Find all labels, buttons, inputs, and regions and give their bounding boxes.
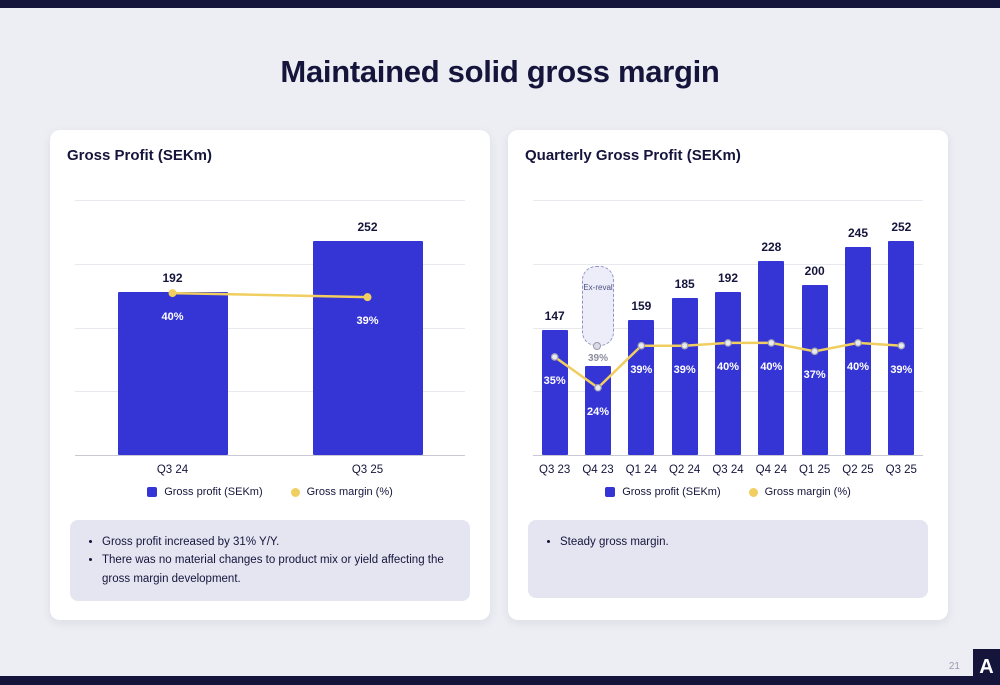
margin-label: 40%	[760, 360, 783, 373]
bar-value-label: 252	[891, 219, 912, 234]
gridline	[533, 200, 923, 201]
margin-label: 37%	[803, 369, 826, 382]
note-item: There was no material changes to product…	[102, 551, 454, 588]
chart-legend: Gross profit (SEKm) Gross margin (%)	[508, 486, 948, 498]
panel-title: Quarterly Gross Profit (SEKm)	[525, 147, 741, 164]
bar-value-label: 228	[761, 240, 782, 255]
bar-value-label: 192	[717, 270, 739, 285]
x-axis-label: Q2 25	[842, 463, 874, 476]
bar-q3-25	[312, 240, 423, 455]
bar-value-label: 200	[804, 264, 825, 278]
notes-list: Steady gross margin.	[544, 533, 912, 551]
gridline	[75, 391, 465, 393]
note-item: Steady gross margin.	[560, 533, 912, 551]
bar-value-label: 192	[162, 270, 183, 285]
margin-label: 39%	[890, 363, 913, 376]
chart-plot: 147 159 185 192 228 200 245 252 Ex-reval 39% 35% 24…	[533, 200, 923, 456]
bar-q4-24	[758, 261, 785, 455]
gridline	[533, 263, 923, 265]
bar-value-label: 245	[847, 225, 869, 240]
x-axis-label: Q3 24	[156, 463, 189, 476]
x-axis-label: Q4 23	[582, 463, 614, 476]
ex-reval-value-label: 39%	[587, 352, 608, 364]
margin-label: 40%	[161, 311, 184, 324]
bar-q3-25	[888, 240, 915, 455]
gross-margin-legend-label: Gross margin (%)	[306, 486, 393, 498]
gross-profit-panel: Gross Profit (SEKm) 192 252 40% 39% Q3 24 Q3 …	[50, 130, 490, 620]
bar-q3-23	[541, 330, 568, 455]
top-accent-bar	[0, 0, 1000, 8]
panel-title: Gross Profit (SEKm)	[67, 147, 213, 164]
x-axis-line	[75, 455, 465, 456]
gridline	[75, 200, 465, 201]
gross-margin-legend-label: Gross margin (%)	[764, 486, 851, 498]
bottom-accent-bar	[0, 676, 1000, 685]
gross-margin-legend-swatch	[748, 487, 758, 497]
ex-reval-annotation-box: Ex-reval	[582, 265, 614, 346]
margin-label: 24%	[586, 405, 610, 418]
page-number: 21	[948, 661, 960, 672]
chart-plot: 192 252 40% 39%	[75, 200, 465, 456]
x-axis-label: Q4 24	[755, 463, 787, 476]
notes-box: Gross profit increased by 31% Y/Y. There…	[70, 520, 470, 602]
bar-q1-24	[628, 319, 655, 455]
x-axis-label: Q3 24	[712, 463, 744, 476]
x-axis-label: Q1 24	[625, 463, 657, 476]
gridline	[75, 327, 465, 329]
gross-profit-legend-swatch	[605, 487, 616, 497]
gross-profit-chart: 192 252 40% 39% Q3 24 Q3 25	[75, 200, 465, 484]
bar-value-label: 159	[631, 298, 652, 313]
gridline	[75, 263, 465, 265]
gross-margin-legend-swatch	[290, 487, 300, 497]
chart-legend: Gross profit (SEKm) Gross margin (%)	[50, 486, 490, 498]
margin-label: 39%	[356, 315, 379, 328]
note-item: Gross profit increased by 31% Y/Y.	[102, 533, 454, 551]
notes-box: Steady gross margin.	[528, 520, 928, 598]
x-axis-labels: Q3 24 Q3 25	[75, 455, 465, 484]
quarterly-gross-profit-panel: Quarterly Gross Profit (SEKm) 147 159 185 1…	[508, 130, 948, 620]
bar-q2-24	[671, 297, 698, 455]
x-axis-label: Q3 25	[351, 463, 384, 476]
gross-profit-legend-label: Gross profit (SEKm)	[164, 486, 263, 498]
margin-label: 39%	[630, 363, 653, 376]
bar-value-label: 252	[357, 219, 378, 234]
bar-value-label: 185	[674, 276, 695, 291]
bar-value-label: 147	[544, 309, 565, 324]
margin-label: 39%	[673, 363, 696, 376]
margin-label: 35%	[543, 374, 566, 387]
x-axis-labels: Q3 23 Q4 23 Q1 24 Q2 24 Q3 24 Q4 24 Q1 25 Q2 25…	[533, 455, 923, 484]
x-axis-label: Q3 25	[885, 463, 917, 476]
quarterly-gross-profit-chart: 147 159 185 192 228 200 245 252 Ex-reval 39% 35% 24…	[533, 200, 923, 484]
slide-title: Maintained solid gross margin	[280, 54, 720, 89]
bar-q3-24	[117, 291, 228, 455]
margin-label: 40%	[716, 360, 740, 373]
margin-label: 40%	[846, 360, 870, 373]
x-axis-label: Q2 24	[668, 463, 701, 476]
gross-profit-legend-label: Gross profit (SEKm)	[622, 486, 721, 498]
x-axis-label: Q1 25	[798, 463, 831, 476]
bar-q3-24	[715, 291, 741, 455]
x-axis-line	[533, 455, 923, 456]
notes-list: Gross profit increased by 31% Y/Y. There…	[86, 533, 454, 588]
x-axis-label: Q3 23	[539, 463, 571, 476]
gross-profit-legend-swatch	[147, 487, 158, 497]
bar-q2-25	[845, 246, 871, 455]
ex-reval-marker-dot	[592, 341, 601, 350]
